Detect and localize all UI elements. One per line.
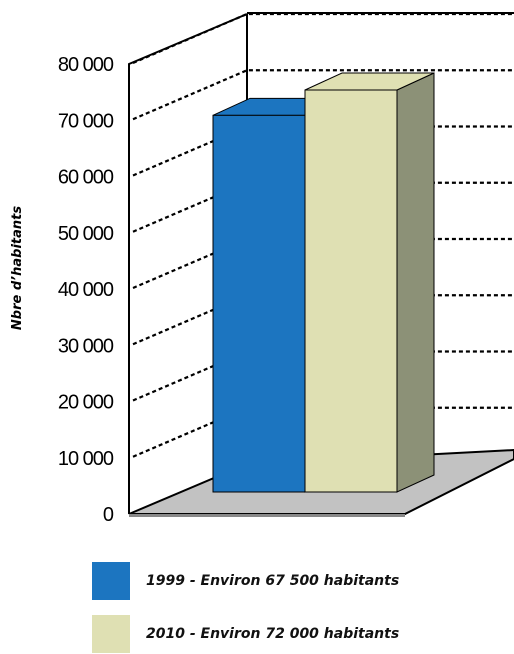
legend-swatch-2010 [92, 615, 130, 653]
left-wall-edge [128, 13, 248, 514]
y-tick-label: 60 000 [58, 167, 114, 189]
y-axis-label: Nbre d’habitants [10, 206, 25, 330]
y-tick-label: 50 000 [58, 223, 114, 245]
legend-item-2010: 2010 - Environ 72 000 habitants [92, 614, 502, 654]
chart-floor-edge [129, 514, 405, 517]
gridline [132, 69, 514, 121]
y-tick-label: 80 000 [58, 54, 114, 76]
legend-swatch-1999 [92, 562, 130, 600]
y-tick-label: 0 [103, 504, 114, 526]
legend-label-2010: 2010 - Environ 72 000 habitants [146, 626, 400, 642]
y-tick-label: 70 000 [58, 110, 114, 132]
legend-item-1999: 1999 - Environ 67 500 habitants [92, 561, 502, 601]
bars [212, 72, 435, 493]
bar-1999 [212, 114, 306, 493]
legend-label-1999: 1999 - Environ 67 500 habitants [146, 573, 400, 589]
y-tick-label: 20 000 [58, 392, 114, 414]
bar-chart: 0 10 000 20 000 30 000 40 000 50 000 60 000 70 … [10, 12, 514, 526]
bar-side-2010 [396, 72, 435, 493]
y-tick-labels: 0 10 000 20 000 30 000 40 000 50 000 60 000 70 … [58, 54, 115, 526]
y-tick-label: 10 000 [58, 448, 114, 470]
y-tick-label: 30 000 [58, 335, 114, 357]
bar-2010 [304, 89, 398, 493]
gridline [132, 12, 514, 65]
y-tick-label: 40 000 [58, 279, 114, 301]
